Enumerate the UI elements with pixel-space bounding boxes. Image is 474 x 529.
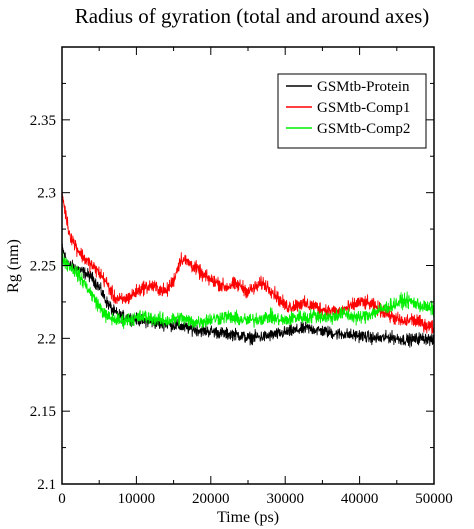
x-tick-label: 50000 — [415, 491, 453, 507]
y-axis-label: Rg (nm) — [5, 239, 22, 293]
y-tick-label: 2.25 — [30, 259, 56, 275]
legend-label: GSMtb-Comp2 — [317, 121, 410, 137]
x-tick-label: 40000 — [341, 491, 379, 507]
x-axis-label: Time (ps) — [217, 509, 279, 526]
legend: GSMtb-Protein GSMtb-Comp1 GSMtb-Comp2 — [277, 73, 427, 149]
y-tick-label: 2.35 — [30, 113, 56, 129]
y-tick-label: 2.3 — [37, 186, 56, 202]
y-tick-label: 2.1 — [37, 477, 56, 493]
legend-label: GSMtb-Protein — [317, 79, 410, 95]
chart-title: Radius of gyration (total and around axe… — [75, 4, 430, 28]
series-line-gsmtb-comp1 — [62, 192, 434, 334]
y-tick-label: 2.2 — [37, 331, 56, 347]
series-line-gsmtb-comp2 — [62, 252, 434, 330]
y-tick-label: 2.15 — [30, 404, 56, 420]
x-tick-label: 20000 — [192, 491, 230, 507]
x-tick-label: 0 — [58, 491, 66, 507]
legend-label: GSMtb-Comp1 — [317, 100, 410, 116]
x-tick-label: 10000 — [118, 491, 156, 507]
x-tick-label: 30000 — [266, 491, 304, 507]
